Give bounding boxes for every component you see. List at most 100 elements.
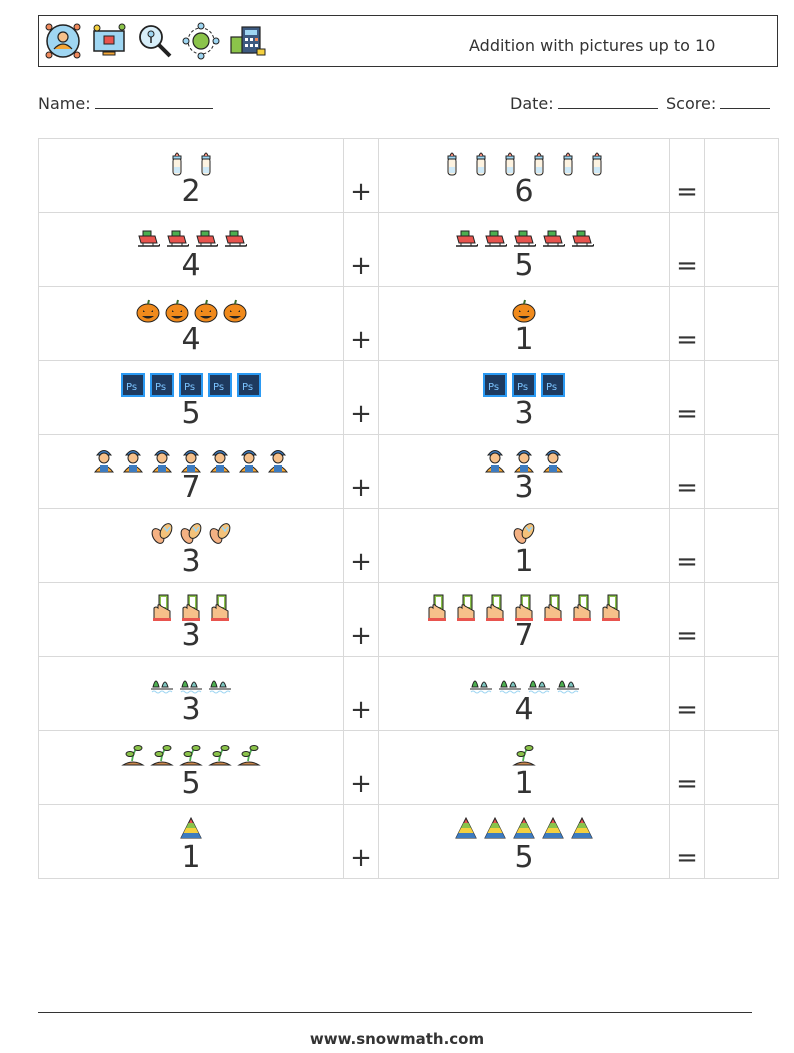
baby-bottle-icon <box>505 152 514 176</box>
photoshop-icon: Ps <box>179 373 203 397</box>
pumpkin-icon <box>165 299 188 323</box>
date-label: Date: <box>510 94 554 113</box>
worker-icon <box>180 450 202 473</box>
baby-bottle-icon <box>201 152 210 176</box>
addend-b-cell: Ps Ps Ps 3 <box>378 360 670 435</box>
magnifier-key-icon <box>139 25 172 58</box>
answer-cell[interactable] <box>704 434 779 509</box>
addend-b-cell: 5 <box>378 804 670 879</box>
equals-cell: = <box>669 434 705 509</box>
worker-icon <box>122 450 144 473</box>
score-line[interactable] <box>720 94 771 109</box>
problems-table: 2 +6 = 4 +5 = 4 +1 = Ps Ps Ps Ps Ps 5 + Ps Ps Ps 3 = 7 +3 = 3 +1 =… <box>38 138 779 879</box>
equals-sign: = <box>676 251 698 281</box>
header-icons <box>43 21 267 61</box>
baby-bottle-icon <box>447 152 456 176</box>
plants-icon <box>498 680 521 694</box>
problem-row: Ps Ps Ps Ps Ps 5 + Ps Ps Ps 3 = <box>38 360 779 435</box>
sleigh-icon <box>166 230 189 247</box>
plus-cell: + <box>343 804 379 879</box>
date-field[interactable]: Date: <box>510 94 658 113</box>
addend-a: 3 <box>181 692 201 727</box>
equals-cell: = <box>669 508 705 583</box>
plants-icon <box>180 680 202 694</box>
name-line[interactable] <box>94 94 213 109</box>
footer-url[interactable]: www.snowmath.com <box>309 1030 485 1048</box>
sleigh-icon <box>514 230 536 247</box>
equals-sign: = <box>676 769 698 799</box>
baby-bottle-icon <box>476 152 485 176</box>
addend-a-cell: 5 <box>38 730 344 805</box>
answer-cell[interactable] <box>704 508 779 583</box>
baby-bottle-icon <box>534 152 543 176</box>
problem-row: 3 +4 = <box>38 656 779 731</box>
equals-sign: = <box>676 547 698 577</box>
sprout-icon <box>179 745 203 766</box>
addend-b-cell: 3 <box>378 434 670 509</box>
addend-a: 3 <box>181 544 201 579</box>
answer-cell[interactable] <box>704 286 779 361</box>
date-line[interactable] <box>557 94 658 109</box>
plants-icon <box>556 680 579 694</box>
answer-cell[interactable] <box>704 138 779 213</box>
svg-text:Ps: Ps <box>155 382 166 393</box>
addend-a-cell: 3 <box>38 656 344 731</box>
pyramid-icon <box>180 816 202 839</box>
score-field[interactable]: Score: <box>666 94 771 113</box>
addend-b: 6 <box>514 174 534 209</box>
phone-hand-icon <box>211 594 229 621</box>
sprout-icon <box>512 745 536 766</box>
equals-cell: = <box>669 138 705 213</box>
svg-text:Ps: Ps <box>488 382 499 393</box>
equals-cell: = <box>669 360 705 435</box>
problem-row: 3 +1 = <box>38 508 779 583</box>
pumpkin-icon <box>194 299 217 323</box>
answer-cell[interactable] <box>704 730 779 805</box>
addend-a: 5 <box>181 396 201 431</box>
addend-b: 1 <box>514 766 534 801</box>
addend-a-pictures <box>39 445 343 475</box>
plus-cell: + <box>343 434 379 509</box>
phone-hand-icon <box>573 594 591 621</box>
svg-text:Ps: Ps <box>126 382 137 393</box>
addend-b-pictures <box>379 223 669 253</box>
answer-cell[interactable] <box>704 656 779 731</box>
sprout-icon <box>121 745 145 766</box>
equals-sign: = <box>676 473 698 503</box>
addend-a-pictures: Ps Ps Ps Ps Ps <box>39 371 343 401</box>
answer-cell[interactable] <box>704 582 779 657</box>
name-field[interactable]: Name: <box>38 94 213 113</box>
addend-a-cell: 2 <box>38 138 344 213</box>
addend-a-cell: 4 <box>38 286 344 361</box>
svg-text:Ps: Ps <box>546 382 557 393</box>
answer-cell[interactable] <box>704 804 779 879</box>
worker-icon <box>484 450 506 473</box>
addend-b-pictures <box>379 149 669 179</box>
sleigh-icon <box>456 230 478 247</box>
photoshop-icon: Ps <box>483 373 507 397</box>
addend-b-pictures <box>379 297 669 327</box>
plus-sign: + <box>350 769 372 799</box>
equals-sign: = <box>676 325 698 355</box>
phone-hand-icon <box>515 594 533 621</box>
plus-cell: + <box>343 582 379 657</box>
answer-cell[interactable] <box>704 212 779 287</box>
network-globe-icon <box>182 22 220 60</box>
addend-b-cell: 7 <box>378 582 670 657</box>
plus-sign: + <box>350 547 372 577</box>
addend-a-cell: 7 <box>38 434 344 509</box>
equals-sign: = <box>676 695 698 725</box>
score-label: Score: <box>666 94 717 113</box>
plus-sign: + <box>350 177 372 207</box>
plants-icon <box>469 680 492 694</box>
addend-b-pictures <box>379 593 669 623</box>
plus-cell: + <box>343 360 379 435</box>
photoshop-icon: Ps <box>512 373 536 397</box>
plus-cell: + <box>343 138 379 213</box>
addend-a-pictures <box>39 519 343 549</box>
plus-cell: + <box>343 508 379 583</box>
answer-cell[interactable] <box>704 360 779 435</box>
phone-hand-icon <box>153 594 171 621</box>
addend-b-pictures <box>379 815 669 845</box>
photoshop-icon: Ps <box>541 373 565 397</box>
